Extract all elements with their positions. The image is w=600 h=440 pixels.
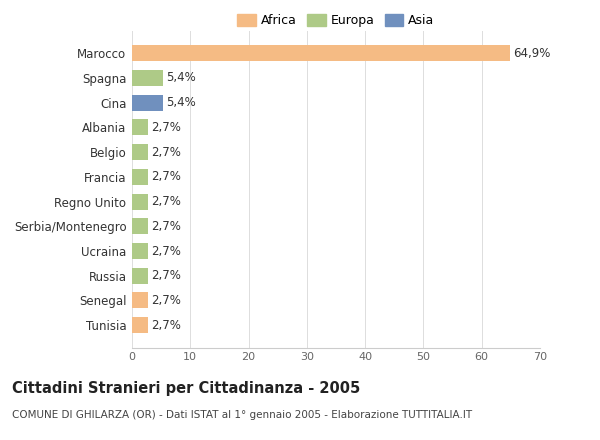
Bar xyxy=(132,293,148,308)
Bar xyxy=(132,144,148,160)
Bar xyxy=(132,70,163,86)
Text: Cittadini Stranieri per Cittadinanza - 2005: Cittadini Stranieri per Cittadinanza - 2… xyxy=(12,381,360,396)
Text: 5,4%: 5,4% xyxy=(166,71,196,84)
Text: 2,7%: 2,7% xyxy=(151,170,181,183)
Text: 2,7%: 2,7% xyxy=(151,121,181,134)
Bar xyxy=(132,317,148,333)
Bar xyxy=(132,194,148,209)
Bar xyxy=(132,268,148,284)
Bar xyxy=(132,45,510,61)
Bar xyxy=(132,169,148,185)
Bar xyxy=(132,95,163,111)
Text: 2,7%: 2,7% xyxy=(151,195,181,208)
Bar xyxy=(132,218,148,235)
Text: 2,7%: 2,7% xyxy=(151,220,181,233)
Text: COMUNE DI GHILARZA (OR) - Dati ISTAT al 1° gennaio 2005 - Elaborazione TUTTITALI: COMUNE DI GHILARZA (OR) - Dati ISTAT al … xyxy=(12,410,472,420)
Legend: Africa, Europa, Asia: Africa, Europa, Asia xyxy=(235,12,437,30)
Text: 2,7%: 2,7% xyxy=(151,319,181,332)
Bar xyxy=(132,119,148,136)
Text: 2,7%: 2,7% xyxy=(151,269,181,282)
Text: 5,4%: 5,4% xyxy=(166,96,196,109)
Text: 2,7%: 2,7% xyxy=(151,294,181,307)
Text: 2,7%: 2,7% xyxy=(151,146,181,158)
Text: 2,7%: 2,7% xyxy=(151,245,181,257)
Text: 64,9%: 64,9% xyxy=(513,47,551,60)
Bar xyxy=(132,243,148,259)
